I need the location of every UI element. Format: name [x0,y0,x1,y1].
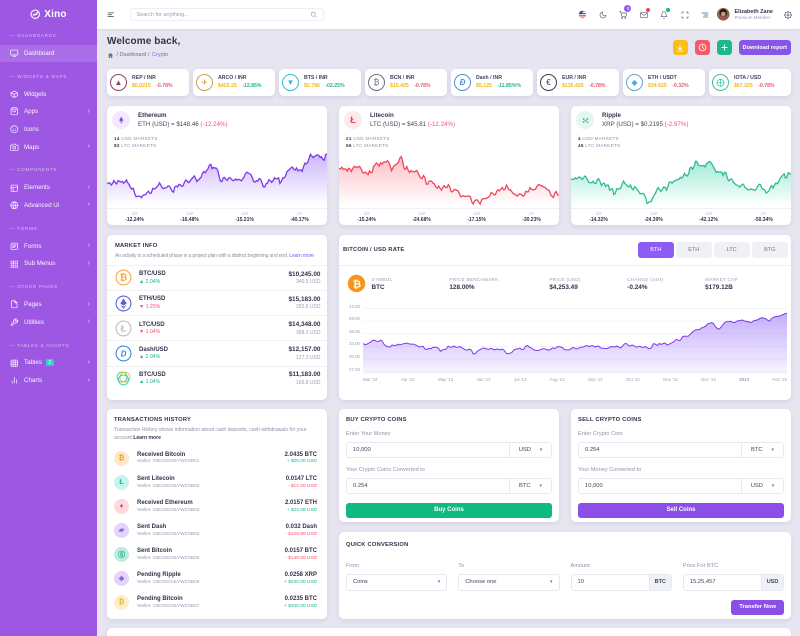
svg-text:Ł: Ł [121,323,127,333]
svg-text:₿: ₿ [120,273,128,283]
svg-text:₿: ₿ [353,278,361,290]
svg-text:D: D [121,349,127,358]
